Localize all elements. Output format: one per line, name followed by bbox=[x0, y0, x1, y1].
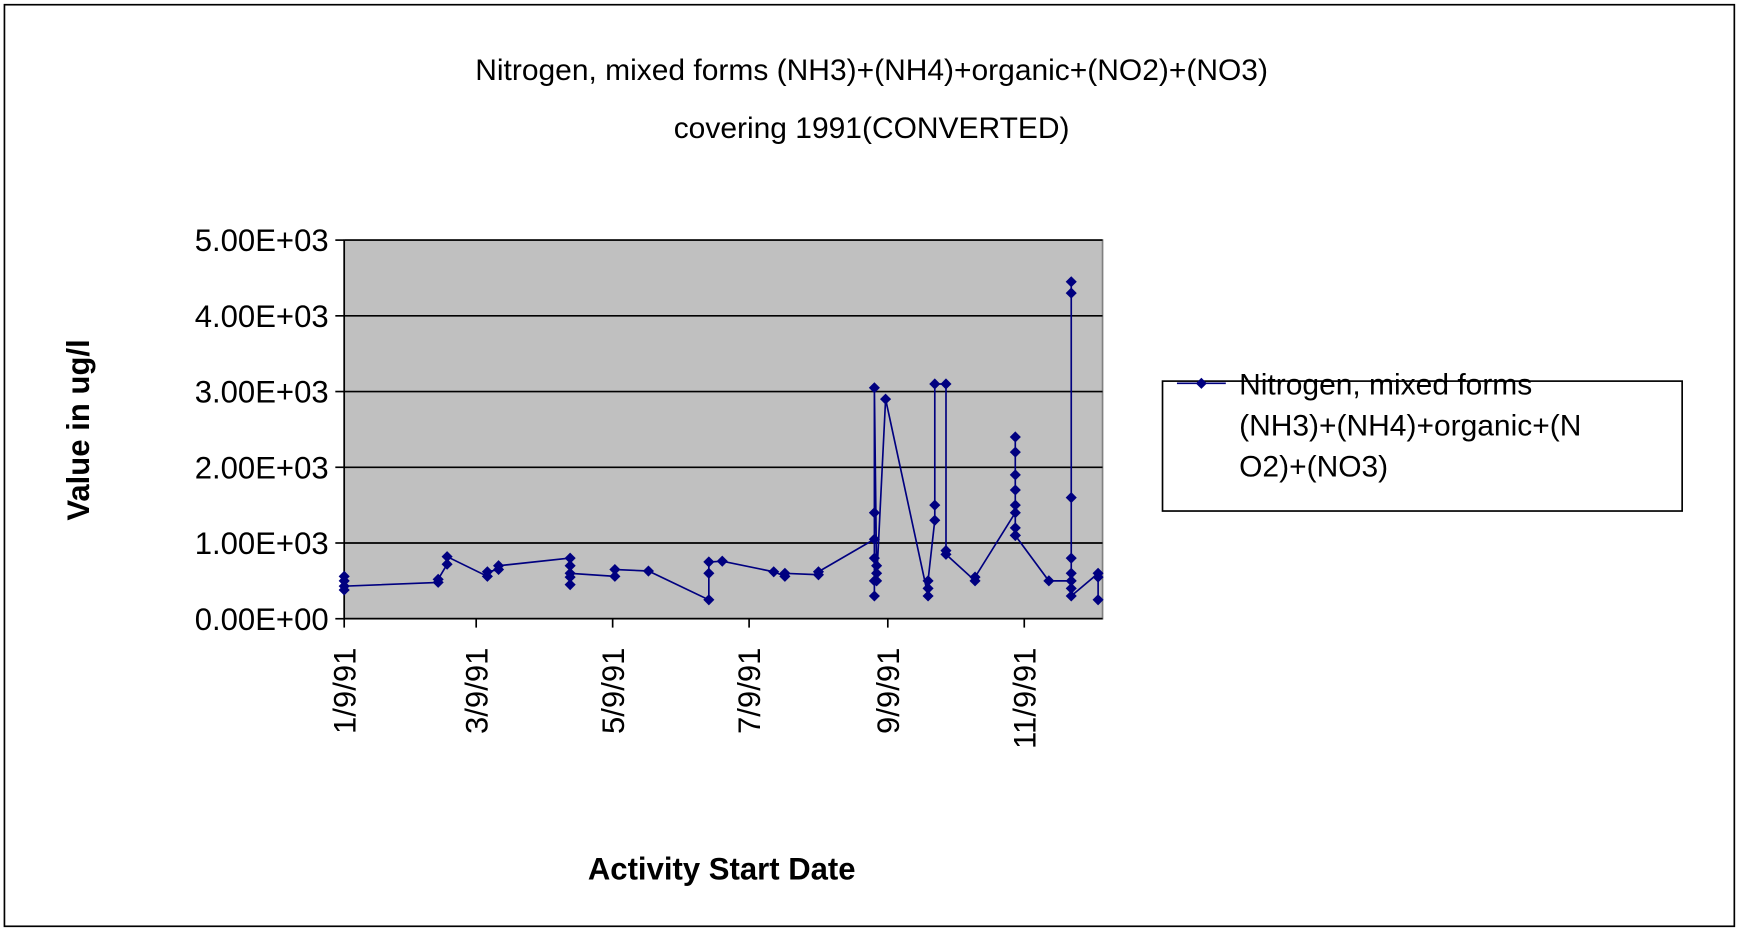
marker bbox=[1009, 484, 1021, 496]
marker bbox=[1065, 582, 1077, 594]
x-tick-label: 11/9/91 bbox=[1007, 648, 1042, 749]
marker bbox=[441, 558, 453, 570]
marker bbox=[922, 590, 934, 602]
x-tick-label: 9/9/91 bbox=[871, 648, 906, 734]
x-tick-label: 3/9/91 bbox=[459, 648, 494, 734]
y-tick-label: 5.00E+03 bbox=[195, 223, 329, 258]
marker bbox=[1009, 507, 1021, 519]
y-tick-label: 3.00E+03 bbox=[195, 375, 329, 410]
y-tick-label: 2.00E+03 bbox=[195, 450, 329, 485]
x-axis-label: Activity Start Date bbox=[588, 852, 856, 887]
marker bbox=[929, 499, 941, 511]
x-tick-label: 5/9/91 bbox=[596, 648, 631, 734]
marker bbox=[1065, 492, 1077, 504]
legend bbox=[1161, 380, 1683, 512]
x-tick-label: 7/9/91 bbox=[732, 648, 767, 734]
marker bbox=[1065, 276, 1077, 288]
marker bbox=[868, 590, 880, 602]
marker bbox=[880, 393, 892, 405]
marker bbox=[1065, 575, 1077, 587]
marker bbox=[969, 571, 981, 583]
marker bbox=[642, 565, 654, 577]
chart-title: covering 1991(CONVERTED) bbox=[674, 112, 1070, 145]
legend-marker bbox=[1195, 377, 1207, 389]
marker bbox=[1092, 594, 1104, 606]
legend-label: Nitrogen, mixed forms (NH3)+(NH4)+organi… bbox=[1239, 368, 1581, 483]
marker bbox=[1009, 431, 1021, 443]
y-tick-label: 1.00E+03 bbox=[195, 526, 329, 561]
marker bbox=[812, 566, 825, 578]
y-axis-label: Value in ug/l bbox=[61, 339, 96, 520]
marker bbox=[768, 566, 780, 578]
marker bbox=[1009, 446, 1021, 458]
marker bbox=[1009, 499, 1021, 511]
marker bbox=[1009, 529, 1021, 541]
chart-title: Nitrogen, mixed forms (NH3)+(NH4)+organi… bbox=[475, 54, 1268, 87]
marker bbox=[432, 573, 444, 585]
marker bbox=[1065, 552, 1077, 564]
marker bbox=[940, 378, 952, 390]
marker bbox=[338, 580, 350, 592]
marker bbox=[1009, 469, 1021, 481]
marker bbox=[929, 378, 941, 390]
marker bbox=[481, 566, 493, 578]
marker bbox=[868, 507, 880, 519]
marker bbox=[868, 382, 880, 394]
marker bbox=[1065, 590, 1077, 602]
marker bbox=[922, 575, 934, 587]
y-tick-label: 0.00E+00 bbox=[195, 602, 329, 637]
marker bbox=[1092, 571, 1104, 583]
y-tick-label: 4.00E+03 bbox=[195, 299, 329, 334]
marker bbox=[929, 514, 941, 526]
x-tick-label: 1/9/91 bbox=[327, 648, 362, 734]
marker bbox=[922, 582, 934, 594]
marker bbox=[868, 552, 880, 564]
